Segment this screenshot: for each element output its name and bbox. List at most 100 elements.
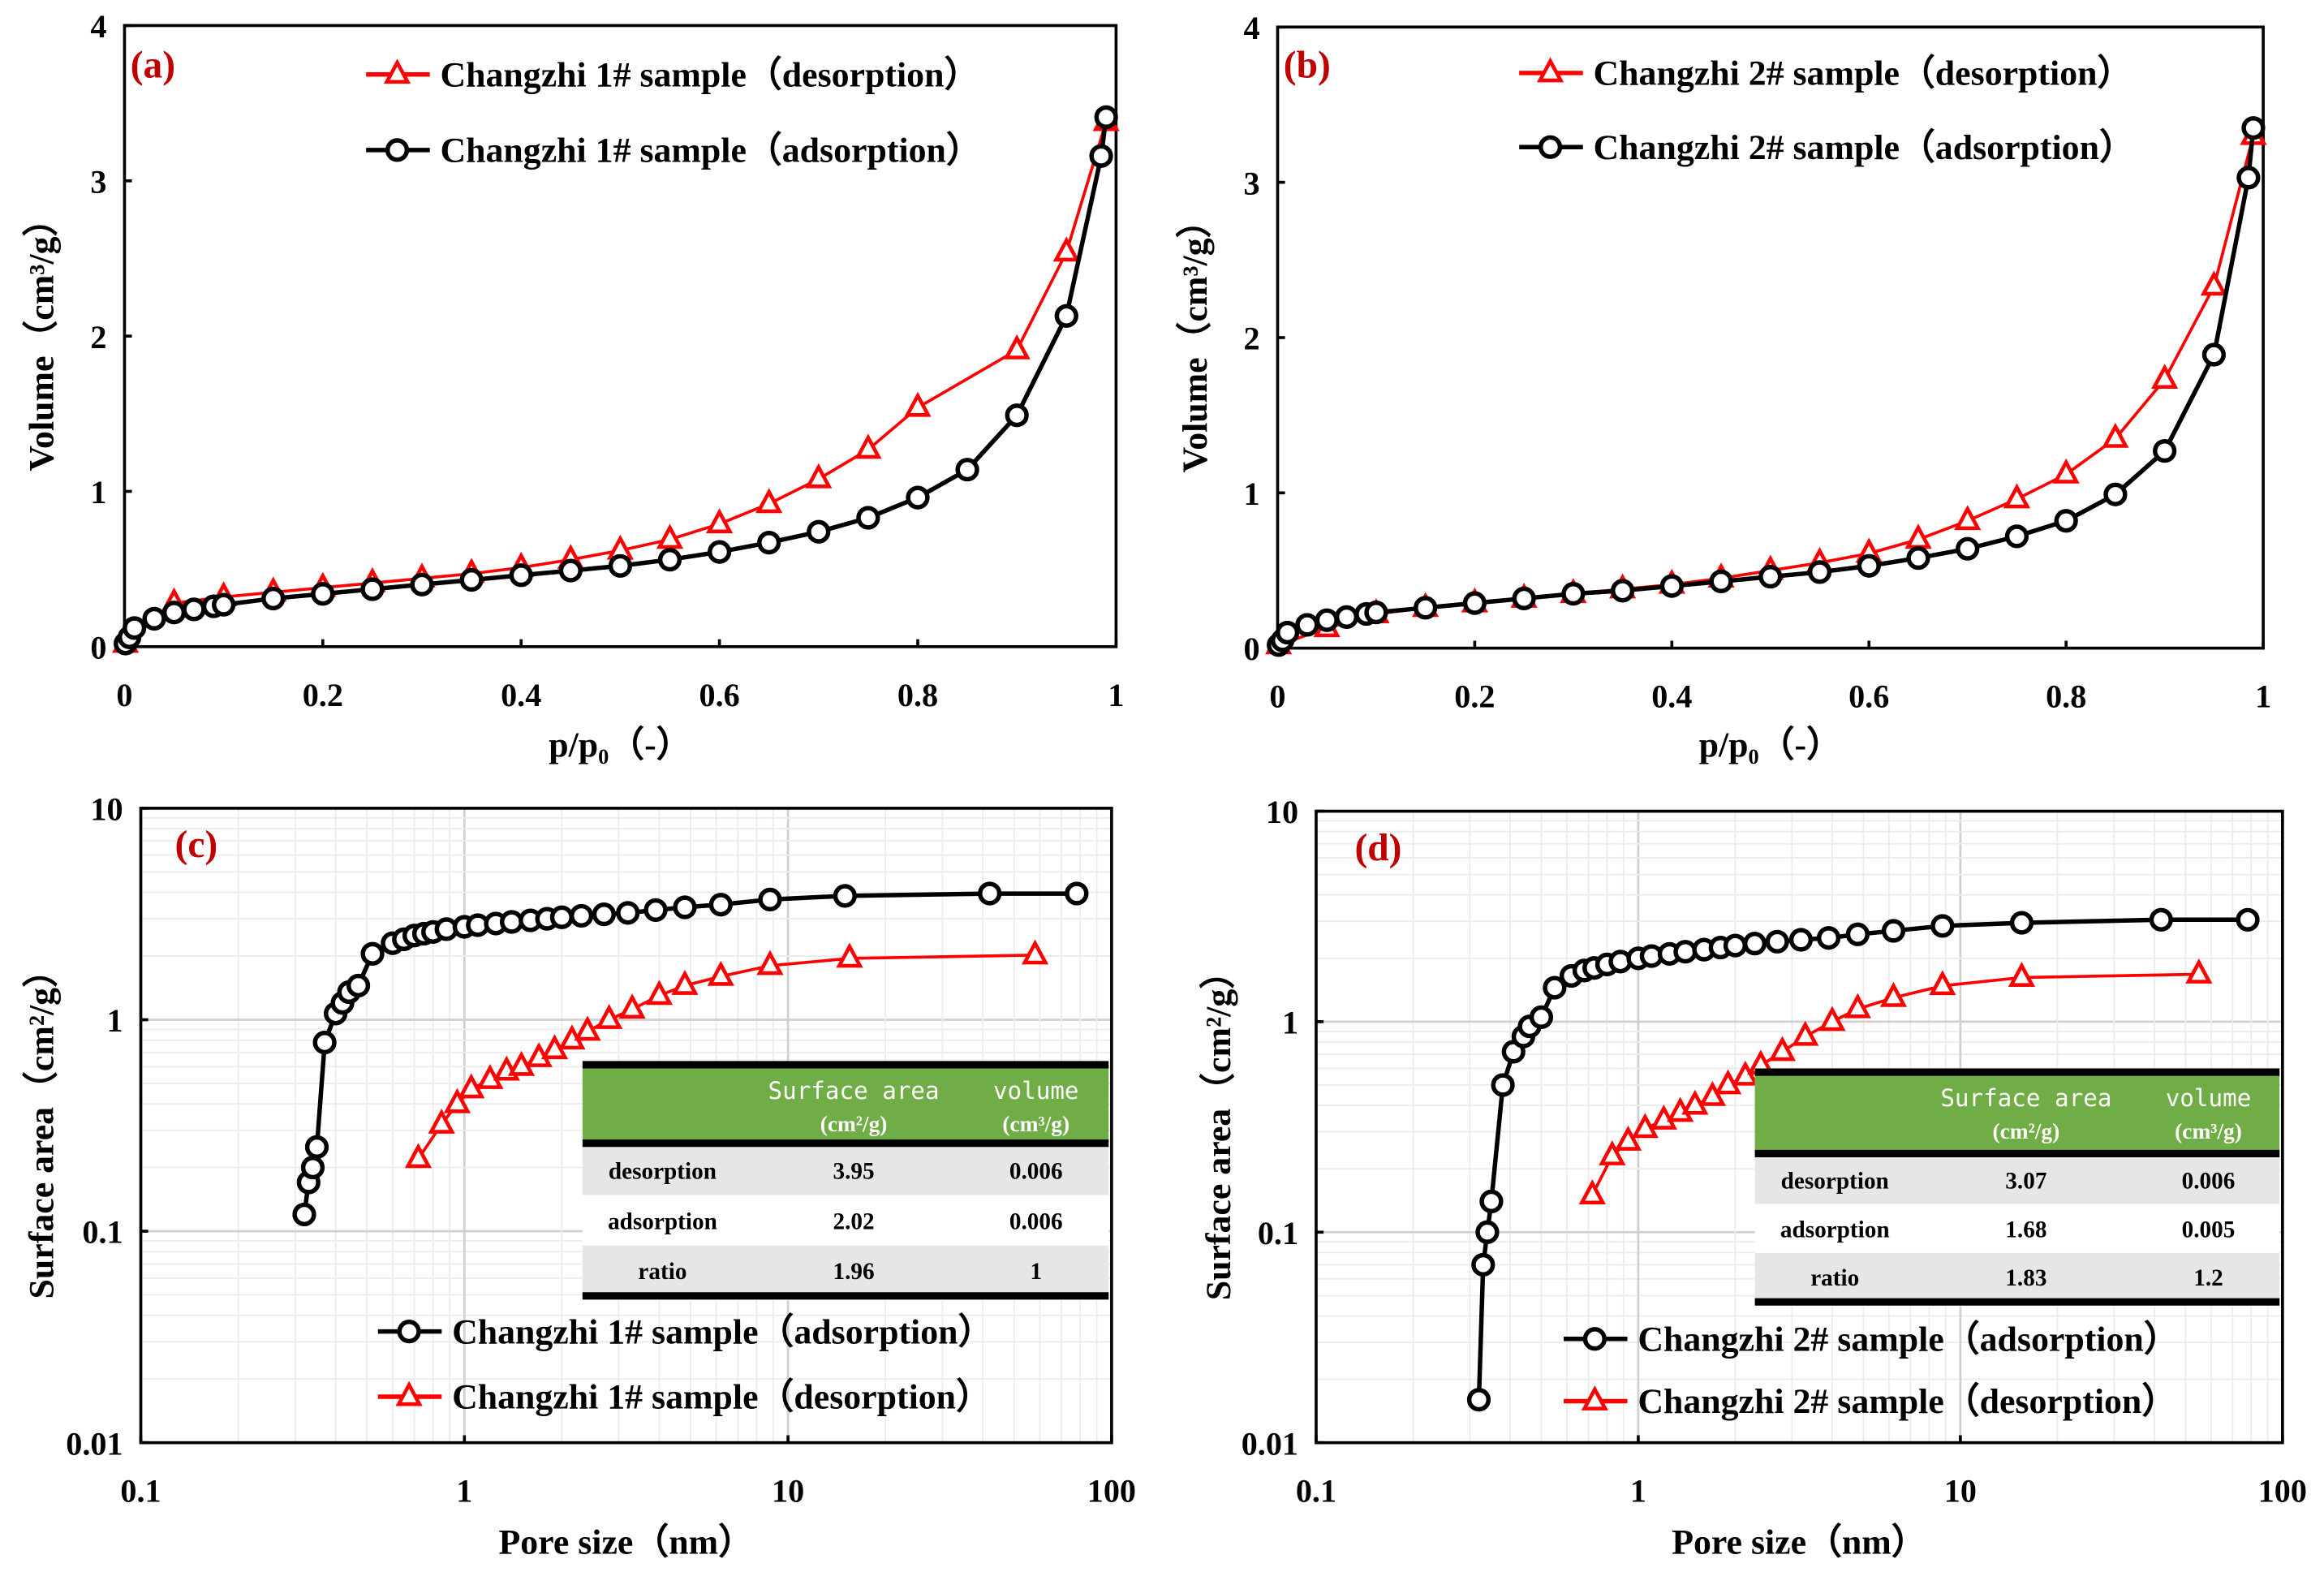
summary-table: Surface area (cm²/g) volume (cm³/g) desorpti… xyxy=(582,1061,1109,1301)
data-point-adsorption xyxy=(2103,482,2128,506)
data-point-desorption xyxy=(1818,1006,1846,1031)
x-axis-label: Pore size（nm） xyxy=(1672,1522,1926,1562)
data-point-adsorption xyxy=(1930,914,1955,938)
data-point-desorption xyxy=(2200,270,2227,296)
series-desorption xyxy=(404,939,1049,1169)
y-tick-label: 1 xyxy=(90,474,106,510)
data-point-desorption xyxy=(1578,1179,1606,1205)
series-adsorption xyxy=(292,881,1089,1227)
data-point-adsorption xyxy=(1065,881,1089,906)
x-axis-label: Pore size（nm） xyxy=(498,1522,753,1562)
data-point-adsorption xyxy=(1475,1220,1500,1244)
data-point-adsorption xyxy=(292,1202,316,1227)
data-point-adsorption xyxy=(410,572,434,596)
x-tick-label: 100 xyxy=(1087,1473,1136,1510)
legend-marker-adsorption xyxy=(397,1320,421,1344)
legend-marker-adsorption xyxy=(1538,135,1563,159)
data-point-adsorption xyxy=(1491,1073,1515,1097)
data-point-desorption xyxy=(2151,364,2179,390)
table-band xyxy=(582,1245,1109,1294)
data-point-adsorption xyxy=(2241,116,2266,140)
x-tick-label: 0 xyxy=(1269,678,1285,715)
legend: Changzhi 1# sample（adsorption） Changzhi 1… xyxy=(377,1311,993,1417)
x-tick-label: 0.1 xyxy=(1296,1473,1336,1510)
data-point-adsorption xyxy=(1295,613,1319,637)
legend: Changzhi 1# sample（desorption） Changzhi 1… xyxy=(366,54,982,170)
x-tick-label: 0.8 xyxy=(897,677,938,713)
y-tick-label: 0 xyxy=(1243,631,1259,667)
data-point-adsorption xyxy=(261,586,286,611)
plot-area-frame xyxy=(139,807,1113,1445)
data-point-adsorption xyxy=(2236,166,2261,190)
data-point-adsorption xyxy=(1807,560,1832,584)
data-point-adsorption xyxy=(906,485,930,510)
data-point-adsorption xyxy=(673,895,697,920)
data-point-desorption xyxy=(596,1004,623,1029)
legend-label-desorption: Changzhi 2# sample（desorption） xyxy=(1594,54,2133,93)
y-tick-label: 4 xyxy=(90,8,106,45)
table-header-cell: volume xyxy=(2166,1084,2252,1112)
table-cell: 1 xyxy=(1030,1259,1042,1285)
data-point-adsorption xyxy=(1334,605,1359,629)
data-point-adsorption xyxy=(2236,907,2260,932)
table-header-unit: (cm³/g) xyxy=(1002,1112,1069,1136)
legend-marker-adsorption xyxy=(1582,1327,1607,1351)
table-cell: 1.83 xyxy=(2005,1265,2046,1291)
data-point-adsorption xyxy=(1512,586,1536,611)
data-point-desorption xyxy=(1792,1020,1819,1046)
x-axis-label: p/p₀（-） xyxy=(549,725,691,764)
legend-marker-desorption xyxy=(395,1380,423,1406)
data-point-desorption xyxy=(1003,334,1031,360)
data-point-adsorption xyxy=(1543,976,1567,1000)
legend-label-desorption: Changzhi 1# sample（desorption） xyxy=(440,54,979,94)
series-adsorption xyxy=(1267,116,2266,657)
data-point-desorption xyxy=(707,960,734,986)
data-point-desorption xyxy=(2102,422,2129,448)
data-point-adsorption xyxy=(2153,439,2177,463)
data-point-adsorption xyxy=(1723,933,1748,958)
legend: Changzhi 2# sample（desorption） Changzhi 2… xyxy=(1519,54,2135,167)
data-point-adsorption xyxy=(360,577,385,601)
table-cell: 1.68 xyxy=(2005,1217,2046,1243)
data-point-desorption xyxy=(656,523,684,549)
y-tick-label: 10 xyxy=(1266,794,1298,830)
data-point-desorption xyxy=(1614,1125,1642,1151)
data-point-adsorption xyxy=(300,1156,325,1180)
chart-panel-c: 0.1 1 10 100 0.01 0.1 1 10 Pore size（nm） Surface … xyxy=(22,791,1136,1562)
legend: Changzhi 2# sample（adsorption） Changzhi 2… xyxy=(1563,1319,2180,1421)
data-point-desorption xyxy=(671,970,699,995)
table-cell: desorption xyxy=(1781,1168,1889,1194)
data-point-desorption xyxy=(574,1015,601,1041)
data-point-adsorption xyxy=(657,548,682,572)
data-point-adsorption xyxy=(1094,105,1118,129)
data-point-adsorption xyxy=(833,884,857,908)
table-cell: desorption xyxy=(609,1159,717,1185)
y-tick-label: 1 xyxy=(1282,1005,1298,1041)
data-point-adsorption xyxy=(1054,304,1078,328)
data-point-adsorption xyxy=(1758,565,1783,589)
table-header-row xyxy=(1754,1075,2280,1152)
data-point-adsorption xyxy=(1742,932,1767,956)
legend-label-adsorption: Changzhi 1# sample（adsorption） xyxy=(452,1311,993,1351)
data-point-desorption xyxy=(1681,1089,1709,1115)
table-header-cell: volume xyxy=(993,1077,1079,1105)
y-tick-label: 10 xyxy=(90,791,123,828)
data-point-adsorption xyxy=(1709,569,1733,593)
data-point-desorption xyxy=(507,1050,536,1076)
table-header-cell: Surface area xyxy=(768,1077,940,1105)
data-point-desorption xyxy=(2003,483,2031,509)
x-tick-label: 0.6 xyxy=(1848,678,1889,715)
data-point-adsorption xyxy=(1471,1252,1496,1277)
table-cell: ratio xyxy=(638,1259,686,1285)
data-point-desorption xyxy=(645,980,674,1006)
y-axis-label: Surface area（cm²/g） xyxy=(22,952,62,1299)
table-cell: 0.006 xyxy=(1009,1209,1063,1235)
data-point-desorption xyxy=(705,508,734,534)
data-point-adsorption xyxy=(123,616,147,640)
data-point-adsorption xyxy=(304,1135,329,1159)
data-point-adsorption xyxy=(182,597,206,622)
data-point-adsorption xyxy=(360,941,385,966)
x-tick-label: 10 xyxy=(772,1473,804,1510)
table-cell: 3.07 xyxy=(2005,1168,2046,1194)
data-point-adsorption xyxy=(955,458,979,482)
